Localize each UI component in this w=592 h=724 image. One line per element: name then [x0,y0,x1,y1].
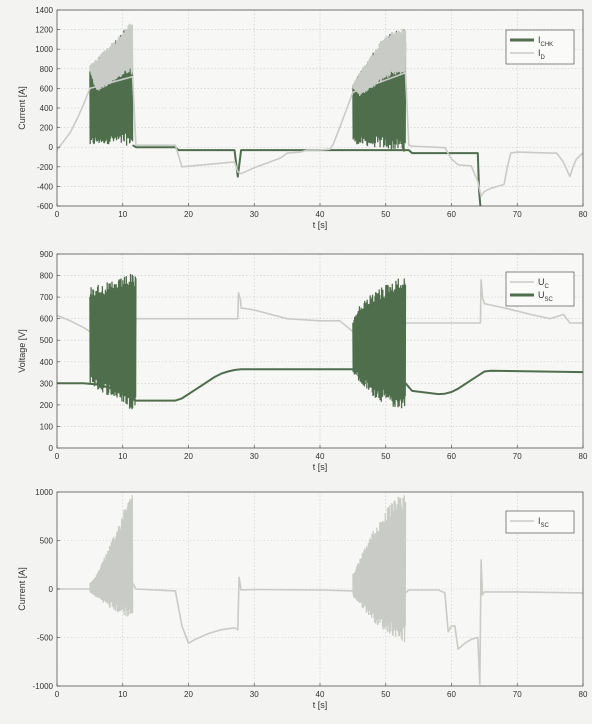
series-group [57,494,583,685]
y-tick-label: 400 [40,358,54,367]
x-tick-label: 10 [118,452,127,461]
chart-2: 0 10 20 30 40 50 60 70 8001002003004005006007008… [17,250,588,472]
y-tick-label: 200 [40,124,54,133]
x-tick-label: 20 [184,210,193,219]
legend-label: ISC [538,516,550,529]
y-axis-label: Voltage [V] [17,329,27,373]
x-tick-label: 40 [316,452,325,461]
x-tick-label: 10 [118,210,127,219]
y-tick-label: 700 [40,293,54,302]
x-tick-label: 60 [447,210,456,219]
x-tick-label: 60 [447,452,456,461]
x-tick-label: 50 [381,452,390,461]
x-tick-label: 70 [513,690,522,699]
x-tick-label: 80 [579,690,588,699]
y-tick-label: 400 [40,104,54,113]
x-tick-label: 40 [316,210,325,219]
legend: ISC [505,510,575,534]
y-tick-label: 600 [40,315,54,324]
y-tick-label: 1200 [35,26,53,35]
series-i-d-oscillation [352,28,407,97]
y-tick-label: 300 [40,379,54,388]
x-tick-label: 80 [579,452,588,461]
chart-3: 0 10 20 30 40 50 60 70 80 -1000 -500 0 500 1000 t [s] C… [17,488,588,710]
x-tick-label: 40 [316,690,325,699]
series-i-sc-oscillation [352,495,407,643]
y-axis-label: Current [A] [17,567,27,611]
series-u-sc-oscillation [89,273,137,410]
y-tick-label: 1400 [35,6,53,15]
y-tick-label: 100 [40,422,54,431]
x-tick-label: 70 [513,452,522,461]
x-tick-label: 80 [579,210,588,219]
series-group [57,23,583,206]
legend-box [505,29,575,65]
x-axis-label: t [s] [313,700,328,710]
legend-label: USC [538,290,554,303]
y-tick-label: 1000 [35,488,53,497]
x-axis-label: t [s] [313,220,328,230]
series-i-d-line [57,71,583,197]
x-tick-label: 0 [55,690,60,699]
y-tick-label: 500 [40,336,54,345]
y-tick-label: -1000 [33,682,54,691]
chart-1: 0 10 20 30 40 50 60 70 80 -600 -400 -200 0 200 400 600 8… [17,6,588,230]
y-tick-label: 0 [49,143,54,152]
y-tick-label: -600 [37,202,54,211]
x-tick-label: 20 [184,452,193,461]
series-i-sc-line [57,559,583,685]
y-tick-label: -200 [37,163,54,172]
series-i-sc-oscillation [89,494,134,617]
x-tick-label: 60 [447,690,456,699]
legend-label: UC [538,277,550,290]
y-tick-label: 900 [40,250,54,259]
legend-label: ICHK [538,35,553,48]
y-tick-label: -400 [37,182,54,191]
x-axis-label: t [s] [313,462,328,472]
x-tick-label: 50 [381,210,390,219]
x-tick-label: 50 [381,690,390,699]
series-i-chk-line [132,144,482,206]
x-tick-label: 30 [250,452,259,461]
x-tick-label: 0 [55,452,60,461]
y-tick-label: 0 [49,585,54,594]
y-tick-label: 800 [40,272,54,281]
x-tick-label: 20 [184,690,193,699]
x-tick-label: 0 [55,210,60,219]
y-tick-label: 500 [40,537,54,546]
y-tick-label: 1000 [35,45,53,54]
y-tick-label: 0 [49,444,54,453]
series-u-sc-oscillation [352,278,407,409]
y-axis-label: Current [A] [17,86,27,130]
y-tick-label: -500 [37,634,54,643]
x-tick-label: 10 [118,690,127,699]
x-tick-label: 30 [250,690,259,699]
x-tick-label: 30 [250,210,259,219]
x-tick-label: 70 [513,210,522,219]
legend-box [505,271,575,307]
series-i-d-oscillation [89,23,134,91]
legend-label: ID [538,48,546,61]
series-group [57,273,583,410]
series-u-sc-line [57,368,583,402]
y-tick-label: 200 [40,401,54,410]
legend-box [505,510,575,534]
y-tick-label: 600 [40,84,54,93]
y-tick-label: 800 [40,65,54,74]
